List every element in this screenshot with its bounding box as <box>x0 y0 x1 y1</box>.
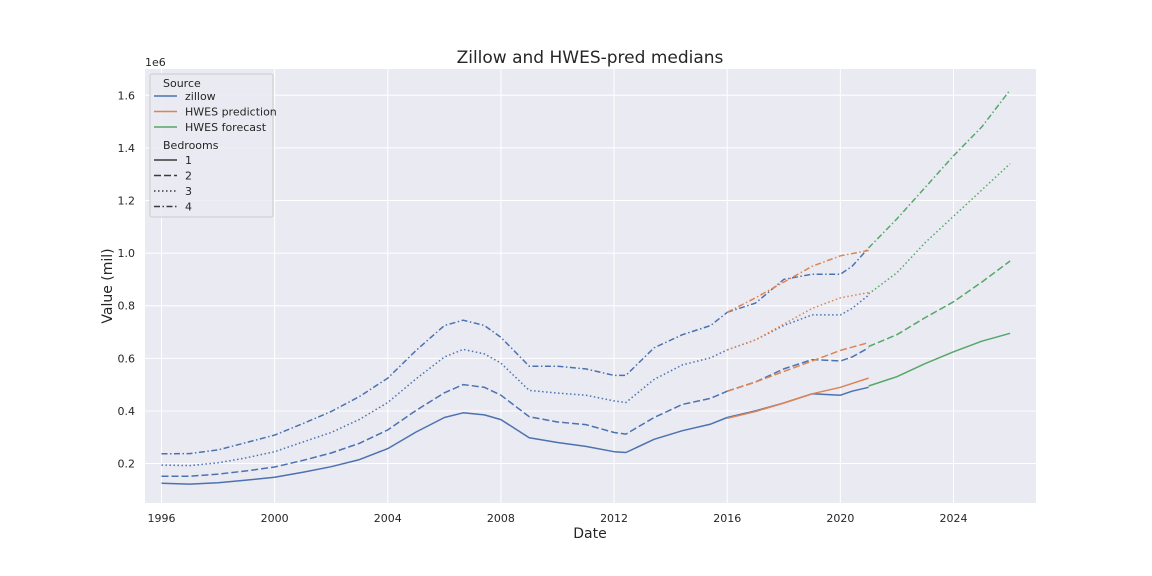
legend: Source zillow HWES prediction HWES forecas… <box>149 73 277 218</box>
series-line-zillow-1br <box>161 412 728 485</box>
legend-label-bedrooms-3: 3 <box>185 185 192 198</box>
x-tick-label: 2024 <box>940 512 968 525</box>
y-tick-label: 0.6 <box>118 352 136 365</box>
y-axis-label: Value (mil) <box>100 248 116 323</box>
legend-label-bedrooms-4: 4 <box>185 201 192 214</box>
x-tick-label: 2008 <box>487 512 515 525</box>
series-line-hwes-forecast-1br <box>868 332 1011 387</box>
y-offset-text: 1e6 <box>145 56 166 69</box>
x-tick-label: 2004 <box>374 512 402 525</box>
x-ticks: 1996 2000 2004 2008 2012 2016 2020 2024 <box>148 512 968 525</box>
series-line-hwes-forecast-4br <box>868 89 1011 249</box>
y-tick-label: 0.8 <box>118 300 136 313</box>
x-tick-label: 2012 <box>600 512 628 525</box>
series-line-zillow-4br <box>161 311 728 455</box>
legend-frame <box>149 73 274 218</box>
legend-label-bedrooms-2: 2 <box>185 170 192 183</box>
series-line-hwes-prediction-1br <box>727 377 869 420</box>
y-ticks: 0.2 0.4 0.6 0.8 1.0 1.2 1.4 1.6 <box>118 89 136 470</box>
legend-source-title: Source <box>163 77 201 90</box>
legend-bedrooms: 1 2 3 4 <box>154 154 192 214</box>
plot-area <box>145 69 1036 503</box>
y-tick-label: 1.0 <box>118 247 136 260</box>
series-line-hwes-prediction-2br <box>726 341 869 392</box>
series-line-zillow-3br <box>161 348 728 467</box>
x-tick-label: 2000 <box>261 512 289 525</box>
chart-title: Zillow and HWES-pred medians <box>457 48 724 68</box>
y-tick-label: 1.2 <box>118 195 136 208</box>
y-tick-label: 0.2 <box>118 458 136 471</box>
legend-sources: zillow HWES prediction HWES forecast <box>154 90 277 134</box>
y-tick-label: 1.4 <box>118 142 136 155</box>
legend-label-hwes-forecast: HWES forecast <box>185 121 267 134</box>
series-line-hwes-prediction-4br <box>726 249 869 313</box>
series-line-zillow-2br <box>161 383 728 477</box>
series-line-zillow-4br <box>726 247 870 314</box>
x-tick-label: 2020 <box>826 512 854 525</box>
x-tick-label: 1996 <box>148 512 176 525</box>
legend-label-hwes-prediction: HWES prediction <box>185 106 277 119</box>
grid <box>145 69 1036 503</box>
series-layer <box>161 89 1011 485</box>
series-line-hwes-forecast-2br <box>868 260 1011 348</box>
legend-label-zillow: zillow <box>185 90 216 103</box>
x-tick-label: 2016 <box>713 512 741 525</box>
series-line-hwes-forecast-3br <box>868 163 1011 295</box>
y-tick-label: 1.6 <box>118 89 136 102</box>
series-line-zillow-2br <box>726 347 869 392</box>
y-tick-label: 0.4 <box>118 405 136 418</box>
x-axis-label: Date <box>573 526 606 542</box>
series-line-hwes-prediction-3br <box>726 291 869 351</box>
legend-bedrooms-title: Bedrooms <box>163 139 219 152</box>
legend-label-bedrooms-1: 1 <box>185 154 192 167</box>
